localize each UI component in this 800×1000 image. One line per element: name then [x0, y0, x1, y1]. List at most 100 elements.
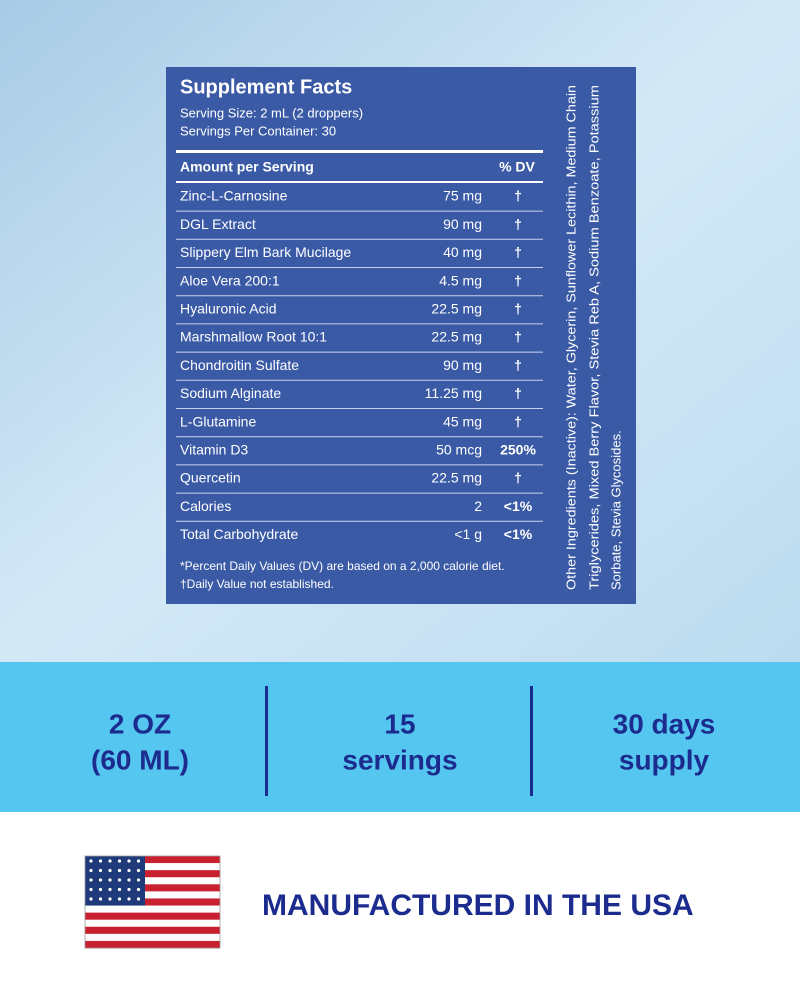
flag-outline: [84, 855, 221, 949]
ingredient-dv: †: [514, 413, 522, 429]
ingredient-name: Calories: [180, 498, 231, 514]
ingredient-amount: 90 mg: [443, 216, 482, 232]
flag-stripe: [85, 898, 220, 907]
flag-stripe: [85, 856, 220, 864]
flag-star: [117, 868, 122, 873]
ingredient-dv: †: [514, 470, 522, 486]
ingredient-amount: 50 mcg: [436, 442, 482, 458]
flag-star: [108, 868, 112, 873]
flag-star: [98, 887, 103, 892]
serving-size: Serving Size: 2 mL (2 droppers): [180, 105, 363, 120]
ingredient-name: Chondroitin Sulfate: [180, 357, 299, 373]
stat-text: 30 days: [613, 708, 716, 739]
flag-star: [117, 878, 122, 882]
ingredient-name: Sodium Alginate: [180, 385, 281, 401]
flag-star: [98, 897, 103, 901]
divider: [176, 150, 543, 153]
flag-stripe: [85, 863, 220, 871]
ingredient-name: Hyaluronic Acid: [180, 301, 277, 317]
other-ingredients: Triglycerides, Mixed Berry Flavor, Stevi…: [586, 85, 601, 590]
ingredient-amount: 4.5 mg: [439, 272, 482, 288]
flag-star: [117, 887, 122, 892]
ingredient-dv: †: [514, 272, 522, 288]
ingredient-amount: 45 mg: [443, 413, 482, 429]
ingredient-name: DGL Extract: [180, 216, 256, 232]
stat-divider: [530, 686, 533, 796]
flag-star: [136, 878, 141, 882]
ingredient-dv: †: [514, 357, 522, 373]
flag-stripe: [85, 891, 220, 899]
flag-stripe: [85, 905, 220, 914]
stat-text: 2 OZ: [109, 708, 171, 739]
ingredient-dv: †: [514, 385, 522, 401]
other-ingredients: Sorbate, Stevia Glycosides.: [608, 430, 623, 590]
flag-star: [136, 897, 141, 901]
ingredient-amount: 2: [474, 498, 482, 514]
ingredient-name: Total Carbohydrate: [180, 526, 299, 542]
facts-title: Supplement Facts: [180, 76, 352, 98]
flag-stripe: [85, 933, 220, 942]
stats-band: [0, 662, 800, 812]
flag-star: [127, 887, 131, 892]
flag-star: [89, 868, 93, 873]
ingredient-dv: <1%: [504, 526, 533, 542]
flag-star: [136, 887, 141, 892]
flag-star: [89, 859, 93, 863]
flag-star: [89, 887, 93, 892]
flag-stripe: [85, 919, 220, 928]
flag-star: [136, 868, 141, 873]
stat-text: 15: [384, 708, 415, 739]
ingredient-name: Zinc-L-Carnosine: [180, 188, 288, 204]
ingredient-amount: 11.25 mg: [425, 385, 482, 401]
ingredient-name: Quercetin: [180, 470, 241, 486]
stat-text: (60 ML): [91, 744, 189, 775]
ingredient-name: Vitamin D3: [180, 442, 248, 458]
footnote: †Daily Value not established.: [180, 577, 334, 591]
column-header: % DV: [499, 159, 535, 175]
stat-text: servings: [342, 744, 457, 775]
ingredient-name: L-Glutamine: [180, 413, 256, 429]
ingredient-dv: †: [514, 244, 522, 260]
us-flag: [84, 855, 221, 949]
servings-per-container: Servings Per Container: 30: [180, 123, 336, 138]
flag-star: [108, 859, 112, 863]
flag-star: [117, 859, 122, 863]
flag-star: [89, 897, 93, 901]
ingredient-dv: †: [514, 329, 522, 345]
other-ingredients: Other Ingredients (Inactive): Water, Gly…: [563, 85, 578, 590]
flag-star: [108, 897, 112, 901]
flag-star: [98, 878, 103, 882]
divider: [176, 181, 543, 183]
flag-stripe: [85, 940, 220, 949]
flag-star: [136, 859, 141, 863]
flag-star: [127, 859, 131, 863]
ingredient-amount: 40 mg: [443, 244, 482, 260]
flag-stripe: [85, 877, 220, 885]
ingredient-amount: 22.5 mg: [431, 329, 482, 345]
ingredient-dv: †: [514, 301, 522, 317]
ingredient-name: Slippery Elm Bark Mucilage: [180, 244, 351, 260]
ingredient-dv: †: [514, 188, 522, 204]
facts-panel: [166, 67, 636, 604]
stat-text: supply: [619, 744, 710, 775]
flag-star: [117, 897, 122, 901]
flag-canton: [85, 856, 145, 906]
flag-star: [108, 878, 112, 882]
flag-stripe: [85, 926, 220, 935]
flag-star: [127, 878, 131, 882]
flag-stripe: [85, 884, 220, 892]
made-in-usa: MANUFACTURED IN THE USA: [262, 889, 694, 922]
flag-star: [98, 868, 103, 873]
ingredient-name: Marshmallow Root 10:1: [180, 329, 327, 345]
ingredient-dv: <1%: [504, 498, 533, 514]
ingredient-amount: 22.5 mg: [431, 301, 482, 317]
ingredient-amount: 22.5 mg: [431, 470, 482, 486]
ingredient-amount: 75 mg: [443, 188, 482, 204]
column-header: Amount per Serving: [180, 159, 314, 175]
flag-star: [108, 887, 112, 892]
flag-star: [127, 897, 131, 901]
flag-star: [98, 859, 103, 863]
flag-stripe: [85, 912, 220, 921]
flag-star: [127, 868, 131, 873]
